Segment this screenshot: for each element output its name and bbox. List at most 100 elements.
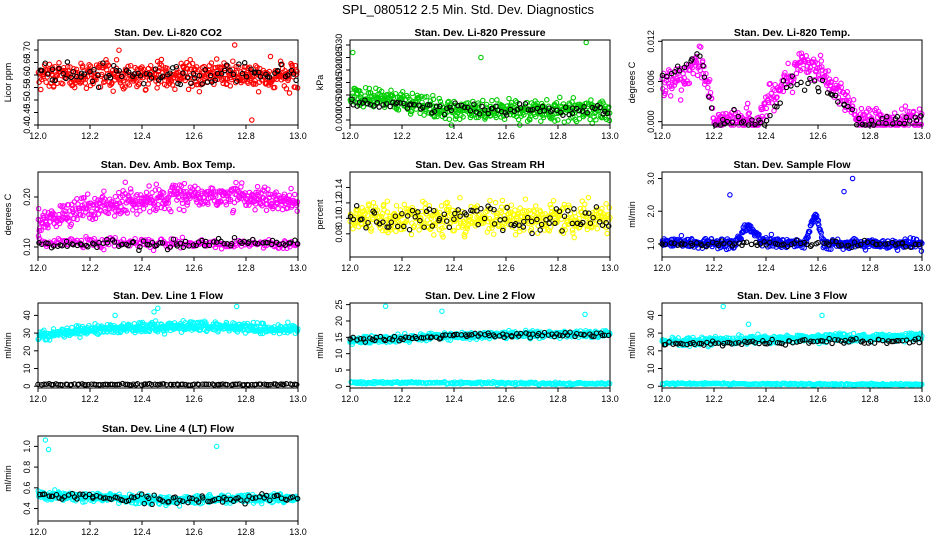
data-point xyxy=(164,65,170,72)
data-point xyxy=(112,312,118,319)
data-point xyxy=(727,192,733,198)
x-tick-label: 12.6 xyxy=(185,394,203,404)
data-point xyxy=(81,71,88,77)
data-point xyxy=(531,208,538,215)
data-point xyxy=(223,62,230,68)
data-point xyxy=(212,77,218,84)
data-point xyxy=(181,207,187,214)
data-point xyxy=(80,212,86,219)
data-point xyxy=(894,114,901,120)
data-point xyxy=(902,103,909,109)
y-tick-label: 0.012 xyxy=(646,30,656,53)
points xyxy=(659,43,925,128)
data-point xyxy=(143,86,149,93)
x-tick-label: 13.0 xyxy=(913,131,931,141)
data-point xyxy=(179,234,186,241)
data-point xyxy=(416,94,422,100)
data-point xyxy=(376,104,382,110)
data-point xyxy=(202,66,208,73)
panel-title: Stan. Dev. Line 2 Flow xyxy=(425,290,536,302)
data-point xyxy=(822,68,829,75)
data-point xyxy=(767,80,773,87)
series-cyan xyxy=(35,303,301,343)
data-point xyxy=(606,204,613,211)
y-tick-label: 3.0 xyxy=(646,172,656,185)
data-point xyxy=(538,118,544,124)
data-point xyxy=(569,110,576,117)
data-point xyxy=(150,247,157,254)
data-point xyxy=(807,67,813,73)
data-point xyxy=(172,86,178,93)
x-tick-label: 13.0 xyxy=(289,263,307,273)
x-tick-label: 13.0 xyxy=(601,131,619,141)
data-point xyxy=(84,73,91,80)
data-point xyxy=(541,107,548,114)
data-point xyxy=(698,44,704,50)
data-point xyxy=(233,179,239,186)
data-point xyxy=(693,59,700,65)
data-point xyxy=(38,227,44,234)
data-point xyxy=(70,68,76,75)
x-tick-label: 12.2 xyxy=(705,263,723,273)
data-point xyxy=(111,213,118,219)
data-point xyxy=(243,74,250,80)
data-point xyxy=(819,64,825,70)
data-point xyxy=(358,91,364,97)
y-tick-label: 0.14 xyxy=(334,179,344,197)
x-tick-label: 12.4 xyxy=(757,131,775,141)
data-point xyxy=(913,111,920,117)
x-tick-label: 12.6 xyxy=(497,263,515,273)
data-point xyxy=(116,67,122,74)
data-point xyxy=(115,70,121,77)
data-point xyxy=(823,73,829,80)
data-point xyxy=(906,118,913,124)
y-tick-label: 0.70 xyxy=(22,41,32,59)
x-tick-label: 12.2 xyxy=(81,263,99,273)
data-point xyxy=(573,118,580,125)
data-point xyxy=(529,107,536,113)
data-point xyxy=(192,75,198,81)
data-point xyxy=(570,230,576,236)
data-point xyxy=(290,71,297,77)
data-point xyxy=(603,201,609,207)
data-point xyxy=(154,85,160,91)
data-point xyxy=(119,73,125,80)
data-point xyxy=(222,75,229,82)
data-point xyxy=(64,59,71,65)
data-point xyxy=(898,106,905,112)
data-point xyxy=(431,108,438,115)
data-point xyxy=(158,62,165,68)
data-point xyxy=(544,97,550,103)
data-point xyxy=(694,72,701,79)
y-axis-label: degrees C xyxy=(627,61,637,103)
data-point xyxy=(185,86,192,93)
data-point xyxy=(294,208,300,214)
data-point xyxy=(419,99,425,106)
data-point xyxy=(780,78,787,84)
data-point xyxy=(234,78,240,84)
data-point xyxy=(95,72,101,79)
data-point xyxy=(56,65,62,72)
data-point xyxy=(594,225,601,232)
data-point xyxy=(845,103,851,110)
data-point xyxy=(38,86,44,93)
data-point xyxy=(368,90,374,96)
data-point xyxy=(424,94,430,100)
x-tick-label: 12.0 xyxy=(341,131,359,141)
x-tick-label: 12.6 xyxy=(809,263,827,273)
data-point xyxy=(918,113,924,119)
x-tick-label: 12.8 xyxy=(237,394,255,404)
data-point xyxy=(501,116,508,123)
series-subset xyxy=(659,51,924,128)
data-point xyxy=(832,92,839,99)
data-point xyxy=(883,120,889,127)
data-point xyxy=(105,62,112,68)
data-point xyxy=(503,112,510,118)
data-point xyxy=(249,117,255,123)
data-point xyxy=(266,74,273,80)
data-point xyxy=(706,76,713,83)
data-point xyxy=(68,74,74,81)
